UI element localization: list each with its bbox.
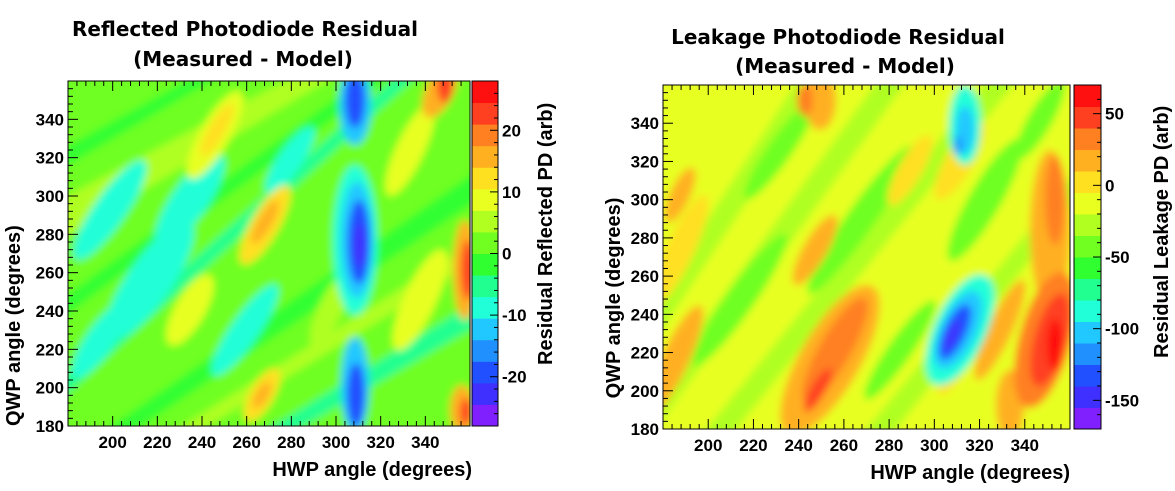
chart2-colorbar-swatch: [1074, 214, 1101, 236]
chart2-colorbar-tick-label: -150: [1105, 391, 1139, 410]
chart1-y-tick-label: 200: [36, 379, 64, 398]
chart1-colorbar-swatch: [472, 253, 498, 276]
chart1-colorbar-tick-label: 10: [502, 183, 521, 202]
chart1-y-tick-label: 320: [36, 149, 64, 168]
chart1-y-tick-label: 280: [36, 225, 64, 244]
chart2-x-tick-label: 280: [875, 436, 903, 455]
chart1-y-tick-label: 180: [36, 417, 64, 436]
chart2-colorbar-tick-label: -100: [1105, 320, 1139, 339]
chart1-x-tick-label: 260: [232, 433, 260, 452]
chart2-x-tick-label: 260: [830, 436, 858, 455]
chart2-colorbar-tick-label: 50: [1105, 105, 1124, 124]
chart2-colorbar-swatch: [1074, 407, 1101, 430]
chart1-colorbar-tick-label: -10: [502, 306, 527, 325]
chart2-subtitle: (Measured - Model): [735, 54, 955, 78]
chart2-colorbar-swatch: [1074, 171, 1101, 193]
chart1-y-tick-label: 300: [36, 187, 64, 206]
chart2-colorbar: -150 -100 -50 0 50: [1074, 84, 1139, 430]
chart2-colorbar-swatch: [1074, 386, 1101, 408]
chart1-colorbar-swatch: [472, 102, 498, 125]
chart1-colorbar-swatch: [472, 188, 498, 211]
chart2-x-tick-label: 340: [1011, 436, 1039, 455]
chart2-colorbar-tick-label: -50: [1105, 248, 1130, 267]
chart1-colorbar-swatch: [472, 145, 498, 168]
chart1-colorbar-swatch: [472, 210, 498, 233]
chart2-colorbar-swatch: [1074, 149, 1101, 172]
chart1-colorbar-swatch: [472, 382, 498, 405]
chart2-colorbar-swatch: [1074, 278, 1101, 301]
chart1-ylabel: QWP angle (degrees): [3, 225, 25, 426]
chart2-colorbar-swatch: [1074, 235, 1101, 258]
chart2-x-tick-label: 200: [694, 436, 722, 455]
chart1-colorbar-swatch: [472, 296, 498, 319]
chart2-y-tick-label: 240: [631, 305, 659, 324]
chart2-xlabel: HWP angle (degrees): [870, 462, 1070, 484]
chart1-y-tick-label: 340: [36, 110, 64, 129]
chart1-y-tick-label: 260: [36, 264, 64, 283]
chart1-subtitle: (Measured - Model): [133, 47, 353, 71]
chart2-title: Leakage Photodiode Residual: [671, 25, 1005, 49]
chart1-x-tick-label: 280: [277, 433, 305, 452]
chart1-y-tick-label: 240: [36, 302, 64, 321]
chart1-colorbar-swatch: [472, 361, 498, 384]
chart2-x-tick-label: 240: [784, 436, 812, 455]
chart2-colorbar-swatch: [1074, 85, 1101, 107]
chart2-heatmap: [663, 85, 1070, 429]
chart1-colorbar-tick-label: -20: [502, 368, 527, 387]
chart1-x-tick-label: 240: [188, 433, 216, 452]
chart1-colorbar-swatch: [472, 81, 498, 104]
chart2-y-tick-label: 320: [631, 152, 659, 171]
chart1-colorbar: -20 -10 0 10 20: [472, 80, 527, 427]
chart2-y-tick-label: 260: [631, 267, 659, 286]
chart2-colorbar-tick-label: 0: [1105, 176, 1114, 195]
chart2-colorbar-swatch: [1074, 192, 1101, 215]
chart2-x-tick-label: 320: [965, 436, 993, 455]
chart1-zlabel: Residual Reflected PD (arb): [535, 103, 557, 365]
chart2-colorbar-swatch: [1074, 257, 1101, 279]
chart2-y-tick-label: 180: [631, 420, 659, 439]
chart1-colorbar-swatch: [472, 275, 498, 298]
chart2-zlabel: Residual Leakage PD (arb): [1151, 106, 1173, 358]
chart1-colorbar-swatch: [472, 318, 498, 341]
chart2-colorbar-swatch: [1074, 106, 1101, 129]
chart1-plot-frame: [67, 80, 471, 427]
chart1-x-tick-label: 320: [366, 433, 394, 452]
chart-leakage: Leakage Photodiode Residual (Measured - …: [603, 25, 1173, 484]
chart1-colorbar-tick-label: 0: [502, 245, 511, 264]
chart2-colorbar-swatch: [1074, 128, 1101, 150]
chart2-colorbar-swatch: [1074, 343, 1101, 365]
chart1-x-tick-label: 300: [322, 433, 350, 452]
chart2-colorbar-swatch: [1074, 300, 1101, 322]
chart1-x-tick-label: 200: [98, 433, 126, 452]
chart2-x-tick-label: 300: [920, 436, 948, 455]
chart-reflected: Reflected Photodiode Residual (Measured …: [3, 17, 557, 481]
chart1-x-tick-label: 220: [143, 433, 171, 452]
chart2-y-tick-label: 340: [631, 114, 659, 133]
chart2-ylabel: QWP angle (degrees): [603, 198, 625, 399]
chart1-colorbar-swatch: [472, 231, 498, 254]
chart2-plot-frame: [662, 84, 1071, 430]
chart2-y-tick-label: 300: [631, 191, 659, 210]
chart1-xlabel: HWP angle (degrees): [272, 459, 472, 481]
chart1-heatmap: [68, 81, 470, 426]
chart2-x-tick-label: 220: [739, 436, 767, 455]
chart1-colorbar-swatch: [472, 124, 498, 147]
chart1-colorbar-swatch: [472, 339, 498, 362]
chart1-y-tick-label: 220: [36, 340, 64, 359]
chart1-x-tick-label: 340: [411, 433, 439, 452]
chart1-colorbar-swatch: [472, 167, 498, 190]
chart2-y-tick-label: 280: [631, 229, 659, 248]
chart2-colorbar-swatch: [1074, 364, 1101, 387]
chart2-colorbar-swatch: [1074, 321, 1101, 344]
chart1-title: Reflected Photodiode Residual: [72, 17, 418, 41]
chart1-colorbar-tick-label: 20: [502, 121, 521, 140]
chart2-y-tick-label: 220: [631, 344, 659, 363]
chart1-colorbar-swatch: [472, 404, 498, 427]
chart2-y-tick-label: 200: [631, 382, 659, 401]
